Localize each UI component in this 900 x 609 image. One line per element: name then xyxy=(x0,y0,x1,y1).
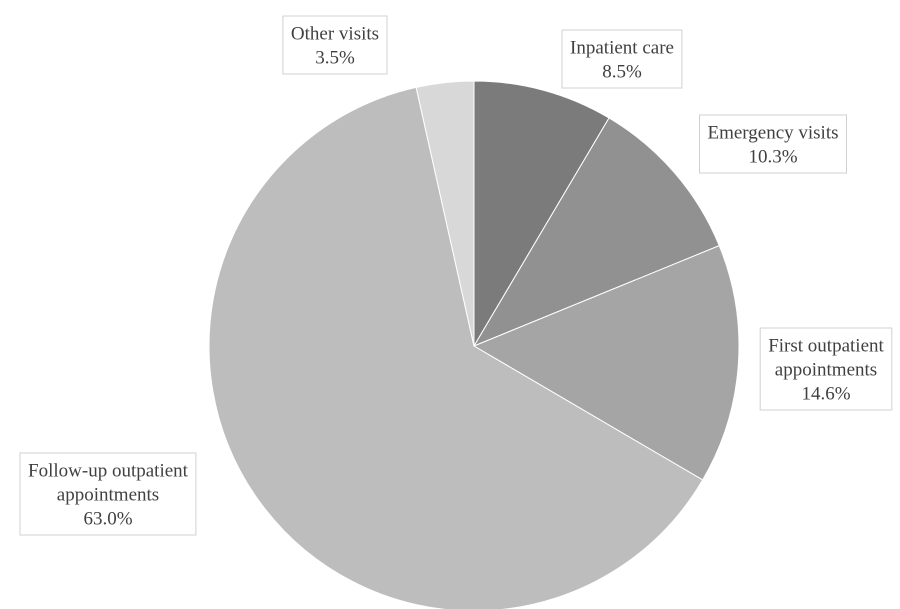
pie-slices xyxy=(208,80,740,609)
slice-value-label: 63.0% xyxy=(83,509,132,530)
slice-label: Follow-up outpatient appointments 63.0% xyxy=(19,452,197,536)
slice-category-label: appointments xyxy=(57,485,159,506)
slice-label: Other visits 3.5% xyxy=(282,15,388,75)
slice-category-label: First outpatient xyxy=(768,336,884,357)
slice-category-label: Follow-up outpatient xyxy=(28,461,189,482)
pie-slice xyxy=(415,80,475,347)
slice-category-label: Emergency visits xyxy=(707,123,838,144)
slice-category-label: Other visits xyxy=(291,24,379,45)
slice-value-label: 14.6% xyxy=(801,384,850,405)
slice-label-box xyxy=(19,452,197,536)
slice-value-label: 3.5% xyxy=(315,48,355,69)
pie-slice xyxy=(208,86,704,609)
slice-label: Emergency visits 10.3% xyxy=(699,114,847,174)
slice-label-box xyxy=(282,15,388,75)
slice-label: Inpatient care 8.5% xyxy=(561,29,683,89)
pie-slice xyxy=(472,244,740,481)
slice-label: First outpatient appointments 14.6% xyxy=(759,327,893,411)
slice-value-label: 8.5% xyxy=(602,62,642,83)
slice-category-label: Inpatient care xyxy=(570,38,674,59)
slice-label-box xyxy=(759,327,893,411)
slice-label-box xyxy=(561,29,683,89)
pie-slice xyxy=(473,80,610,348)
slice-category-label: appointments xyxy=(775,360,877,381)
slice-label-box xyxy=(699,114,847,174)
slice-labels: Inpatient care 8.5% Emergency visits 10.3% F… xyxy=(19,15,893,536)
slice-value-label: 10.3% xyxy=(748,147,797,168)
pie-slice xyxy=(472,117,720,348)
